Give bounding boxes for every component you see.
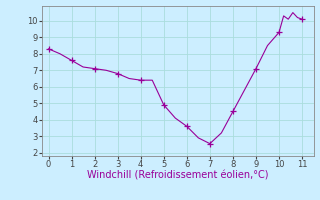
X-axis label: Windchill (Refroidissement éolien,°C): Windchill (Refroidissement éolien,°C): [87, 171, 268, 181]
